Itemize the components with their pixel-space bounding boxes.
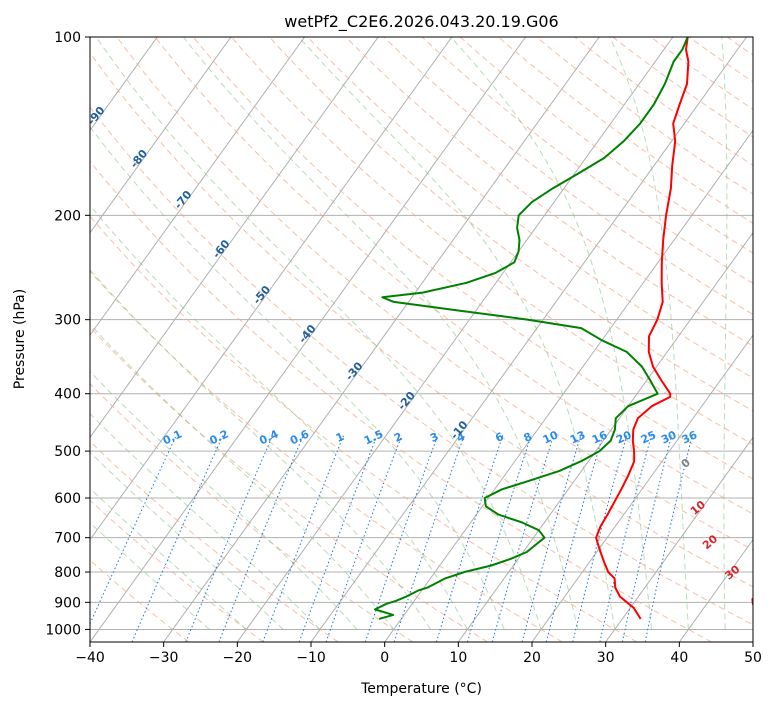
- x-tick-label: 40: [670, 650, 688, 666]
- mixing-ratio-label: 1.5: [362, 427, 385, 447]
- isotherm-line: [679, 37, 775, 642]
- mixing-ratio-label: 25: [639, 428, 658, 446]
- x-tick-label: 20: [523, 650, 541, 666]
- y-tick-label: 200: [54, 208, 81, 224]
- mixing-ratio-line: [263, 435, 344, 642]
- y-tick-label: 400: [54, 387, 81, 403]
- y-axis-label: Pressure (hPa): [12, 289, 28, 389]
- dry-adiabat-line: [0, 37, 562, 642]
- isotherm-line: [164, 37, 600, 642]
- isotherm-label: -40: [296, 322, 319, 346]
- mixing-ratio-label: 20: [614, 428, 634, 446]
- dry-adiabat-line: [0, 37, 263, 642]
- isotherm-line: [385, 37, 775, 642]
- y-tick-label: 300: [54, 313, 81, 329]
- mixing-ratio-line: [82, 435, 177, 642]
- isotherm-line: [458, 37, 775, 642]
- background-lines: [0, 24, 775, 642]
- moist-adiabat-line: [0, 24, 246, 630]
- dry-adiabat-line: [0, 37, 488, 642]
- dry-adiabat-line: [0, 37, 637, 642]
- moist-adiabat-line: [0, 24, 283, 630]
- mixing-ratio-label: 10: [541, 428, 561, 446]
- mixing-ratio-label: 0.2: [207, 427, 230, 447]
- profile-lines: [375, 37, 688, 619]
- moist-adiabat-label: 30: [723, 562, 743, 582]
- dry-adiabat-line: [422, 37, 775, 642]
- dry-adiabat-line: [270, 37, 775, 642]
- dry-adiabat-line: [308, 37, 775, 642]
- x-tick-label: −20: [223, 650, 253, 666]
- y-tick-label: 1000: [45, 622, 81, 638]
- mixing-ratio-label: 2: [392, 430, 404, 445]
- isotherm-label: -90: [85, 104, 108, 128]
- x-tick-label: −10: [296, 650, 326, 666]
- isotherm-line: [0, 37, 231, 642]
- mixing-ratio-label: 6: [493, 430, 506, 445]
- isotherm-label: -60: [210, 237, 233, 261]
- isotherm-label: -100: [33, 67, 61, 97]
- dry-adiabat-line: [651, 37, 775, 642]
- moist-adiabat-line: [173, 24, 578, 630]
- dry-adiabat-line: [727, 37, 775, 642]
- x-tick-label: −40: [75, 650, 105, 666]
- mixing-ratio-line: [299, 435, 377, 642]
- y-tick-label: 900: [54, 595, 81, 611]
- mixing-ratio-label: 36: [680, 428, 700, 446]
- dry-adiabat-line: [384, 37, 775, 642]
- mixing-ratio-line: [622, 435, 671, 642]
- isotherm-line: [753, 37, 775, 642]
- dry-adiabat-line: [689, 37, 775, 642]
- moist-adiabat-line: [0, 24, 320, 630]
- chart-title: wetPf2_C2E6.2026.043.20.19.G06: [284, 12, 558, 32]
- y-tick-label: 800: [54, 565, 81, 581]
- moist-adiabat-label: 40: [747, 590, 767, 610]
- dry-adiabat-line: [346, 37, 775, 642]
- mixing-ratio-label: 0.6: [288, 427, 311, 447]
- mixing-ratio-label: 0.4: [257, 427, 280, 447]
- isotherm-label: -10: [448, 418, 471, 442]
- x-tick-label: 0: [380, 650, 389, 666]
- dry-adiabat-line: [3, 37, 712, 642]
- x-axis-label: Temperature (°C): [360, 681, 482, 697]
- mixing-ratio-label: 3: [428, 430, 440, 445]
- dry-adiabat-line: [460, 37, 775, 642]
- mixing-ratio-line: [394, 435, 464, 642]
- dry-adiabat-line: [155, 37, 775, 642]
- y-tick-label: 100: [54, 30, 81, 46]
- x-tick-label: 30: [597, 650, 615, 666]
- mixing-ratio-line: [436, 435, 502, 642]
- isotherm-label: -80: [128, 147, 151, 171]
- isotherm-label: -20: [395, 389, 418, 413]
- mixing-ratio-line: [468, 435, 532, 642]
- mixing-ratio-label: 0.1: [161, 427, 184, 447]
- isotherm-line: [0, 37, 10, 642]
- mixing-ratio-line: [365, 435, 438, 642]
- x-tick-label: 50: [744, 650, 762, 666]
- moist-adiabat-label: 20: [700, 532, 720, 552]
- mixing-ratio-label: 1: [334, 430, 346, 445]
- y-tick-label: 600: [54, 491, 81, 507]
- mixing-ratio-label: 13: [568, 428, 587, 446]
- isotherm-line: [16, 37, 452, 642]
- x-tick-label: 10: [449, 650, 467, 666]
- moist-adiabat-line: [87, 24, 541, 630]
- isotherm-label: -30: [343, 359, 366, 383]
- isotherm-line: [0, 37, 305, 642]
- moist-adiabat-label: 0: [679, 456, 693, 471]
- isotherm-line: [0, 37, 378, 642]
- dry-adiabat-line: [0, 37, 413, 642]
- y-tick-label: 700: [54, 531, 81, 547]
- mixing-ratio-label: 30: [659, 428, 679, 446]
- x-tick-label: −30: [149, 650, 179, 666]
- dewpoint-profile-line: [375, 37, 688, 619]
- plot-frame: [90, 37, 753, 642]
- isotherm-label: -50: [250, 283, 273, 307]
- y-tick-label: 500: [54, 444, 81, 460]
- moist-adiabat-label: 10: [688, 498, 708, 518]
